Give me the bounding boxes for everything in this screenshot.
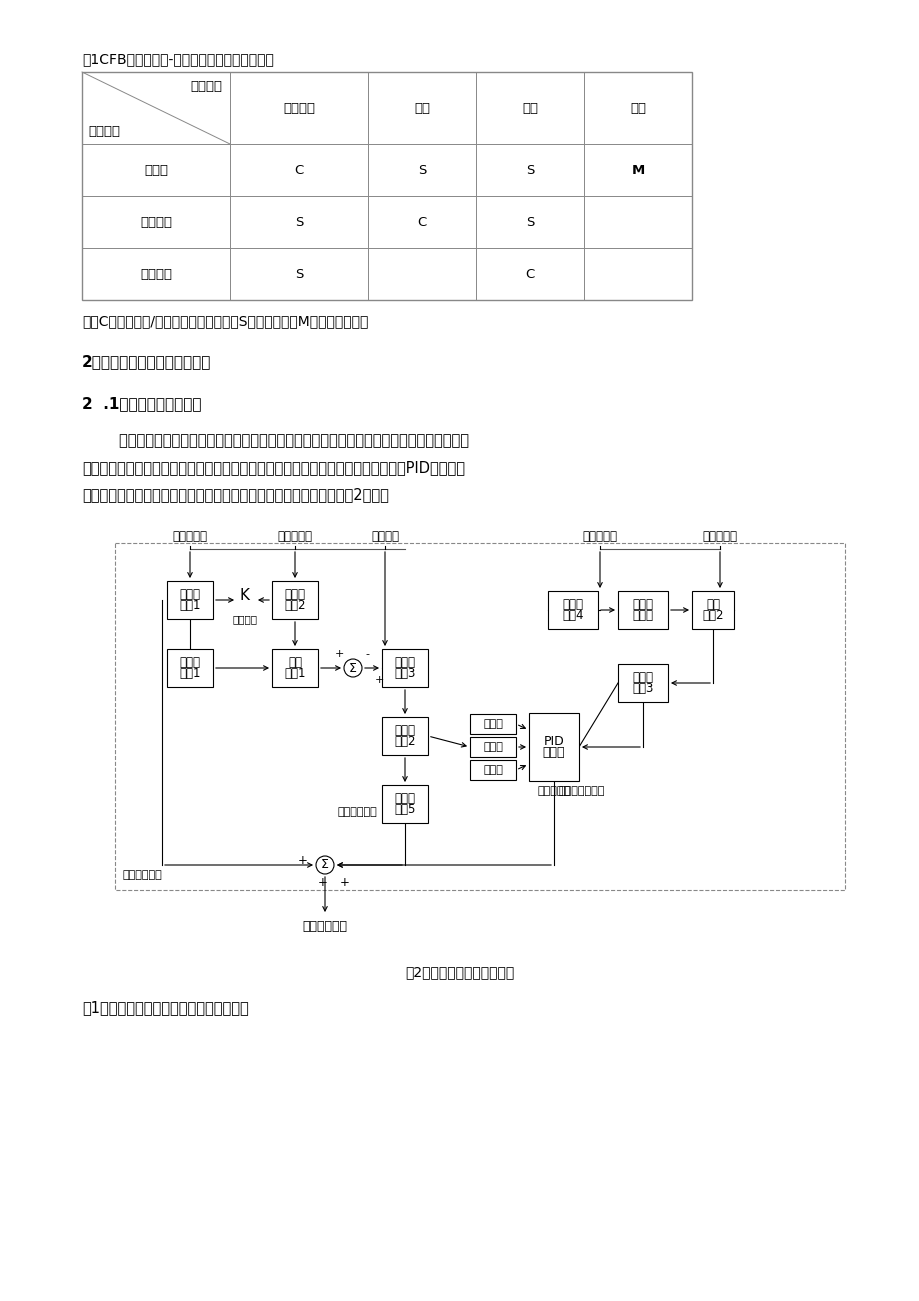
Text: PID: PID: [543, 735, 563, 748]
Text: 图2锅炉主控指令构成示意图: 图2锅炉主控指令构成示意图: [405, 965, 514, 978]
Bar: [381, 785, 427, 824]
Text: Σ: Σ: [321, 859, 329, 872]
Text: 制器1: 制器1: [179, 598, 200, 611]
Text: S: S: [526, 216, 534, 229]
Bar: [381, 717, 427, 755]
Text: 压力设定值: 压力设定值: [702, 530, 737, 543]
Text: Σ: Σ: [348, 661, 357, 674]
Text: 2  .1锅炉主控指令的构成: 2 .1锅炉主控指令的构成: [82, 396, 201, 411]
Bar: [618, 664, 667, 703]
Text: +: +: [374, 675, 383, 686]
Text: S: S: [294, 216, 303, 229]
Text: 为了克服循环流化床锅炉固有燃烧惯性，设计了基于间接能量平衡方式的协调限制策略，其: 为了克服循环流化床锅炉固有燃烧惯性，设计了基于间接能量平衡方式的协调限制策略，其: [82, 433, 469, 448]
Bar: [167, 582, 213, 619]
Text: S: S: [294, 268, 303, 281]
Bar: [115, 543, 844, 890]
Text: 调节器: 调节器: [542, 747, 564, 760]
Bar: [528, 713, 578, 781]
Text: 动态过程中限制品质主要依靠各种前馈限制，锅炉主控组成示意图如图2所示，: 动态过程中限制品质主要依靠各种前馈限制，锅炉主控组成示意图如图2所示，: [82, 487, 389, 502]
Text: C: C: [294, 164, 303, 177]
Text: +: +: [340, 877, 349, 890]
Text: 超前: 超前: [705, 598, 720, 611]
Text: 速率限: 速率限: [179, 588, 200, 601]
Text: 函数发: 函数发: [179, 656, 200, 669]
Bar: [381, 649, 427, 687]
Text: 锅炉主控输出: 锅炉主控输出: [302, 920, 347, 933]
Bar: [272, 582, 318, 619]
Text: 调节器输出: 调节器输出: [537, 786, 570, 796]
Text: 负荷变化率: 负荷变化率: [173, 530, 208, 543]
Text: +: +: [318, 877, 327, 890]
Text: 环节2: 环节2: [701, 609, 723, 622]
Text: +: +: [334, 649, 344, 660]
Text: -: -: [365, 649, 369, 660]
Bar: [82, 72, 691, 301]
Text: 变比例: 变比例: [482, 719, 503, 729]
Bar: [167, 649, 213, 687]
Text: 实际负荷: 实际负荷: [370, 530, 399, 543]
Text: 制器2: 制器2: [284, 598, 305, 611]
Text: M: M: [630, 164, 644, 177]
Text: 压力测量值: 压力测量值: [582, 530, 617, 543]
Text: 压力设定值前馈: 压力设定值前馈: [559, 786, 605, 796]
Text: 变积分: 变积分: [482, 742, 503, 752]
Text: 生器2: 生器2: [394, 735, 415, 748]
Text: 二次风量: 二次风量: [140, 268, 172, 281]
Text: 函数发: 函数发: [394, 792, 415, 805]
Text: 燃料量: 燃料量: [144, 164, 168, 177]
Text: C: C: [525, 268, 534, 281]
Text: 基本限制原则是以负荷对应煤量，辅以主汽压力修正。静态过程中，主汽压力偏差靠PID调整器；: 基本限制原则是以负荷对应煤量，辅以主汽压力修正。静态过程中，主汽压力偏差靠PID…: [82, 461, 464, 475]
Text: 修正系数: 修正系数: [233, 614, 257, 624]
Text: 表1CFB锅炉各输入-输出变量间的动态耦合关系: 表1CFB锅炉各输入-输出变量间的动态耦合关系: [82, 52, 274, 66]
Bar: [691, 591, 733, 628]
Bar: [618, 591, 667, 628]
Text: K: K: [240, 588, 250, 602]
Text: 生器5: 生器5: [394, 803, 415, 816]
Bar: [470, 736, 516, 757]
Text: C: C: [417, 216, 426, 229]
Text: （1）机组负荷指令对锅炉燃料的静态前馈: （1）机组负荷指令对锅炉燃料的静态前馈: [82, 1000, 248, 1015]
Text: 生器1: 生器1: [179, 667, 200, 680]
Text: 负荷动态前馈: 负荷动态前馈: [337, 807, 377, 817]
Text: 变微分: 变微分: [482, 765, 503, 775]
Bar: [548, 591, 597, 628]
Text: 主汽压力: 主汽压力: [283, 101, 314, 114]
Text: 环节1: 环节1: [284, 667, 305, 680]
Text: 性环节: 性环节: [632, 609, 652, 622]
Text: 输入变量: 输入变量: [88, 125, 119, 138]
Text: 2协调限制策略优化的关键技术: 2协调限制策略优化的关键技术: [82, 354, 211, 369]
Text: 函数发: 函数发: [394, 656, 415, 669]
Text: 氧量: 氧量: [521, 101, 538, 114]
Text: 输出变量: 输出变量: [190, 79, 221, 92]
Text: S: S: [417, 164, 425, 177]
Text: +: +: [298, 853, 308, 866]
Text: 超前: 超前: [288, 656, 301, 669]
Text: 速率限: 速率限: [284, 588, 305, 601]
Text: 一次风量: 一次风量: [140, 216, 172, 229]
Bar: [470, 760, 516, 781]
Text: 生器3: 生器3: [394, 667, 415, 680]
Text: 负荷目标值: 负荷目标值: [278, 530, 312, 543]
Text: 三阶惯: 三阶惯: [632, 598, 652, 611]
Text: 函数发: 函数发: [394, 723, 415, 736]
Bar: [470, 714, 516, 734]
Text: 函数发: 函数发: [562, 598, 583, 611]
Text: 速率限: 速率限: [632, 671, 652, 684]
Bar: [272, 649, 318, 687]
Text: S: S: [526, 164, 534, 177]
Text: 负荷静态前馈: 负荷静态前馈: [122, 870, 162, 879]
Text: 床压: 床压: [630, 101, 645, 114]
Text: 生器4: 生器4: [562, 609, 584, 622]
Text: 注：C表示单输入/输出变量之间的关系；S表示强耦合；M表示次强耦合。: 注：C表示单输入/输出变量之间的关系；S表示强耦合；M表示次强耦合。: [82, 314, 368, 328]
Text: 制器3: 制器3: [631, 682, 653, 695]
Text: 床温: 床温: [414, 101, 429, 114]
